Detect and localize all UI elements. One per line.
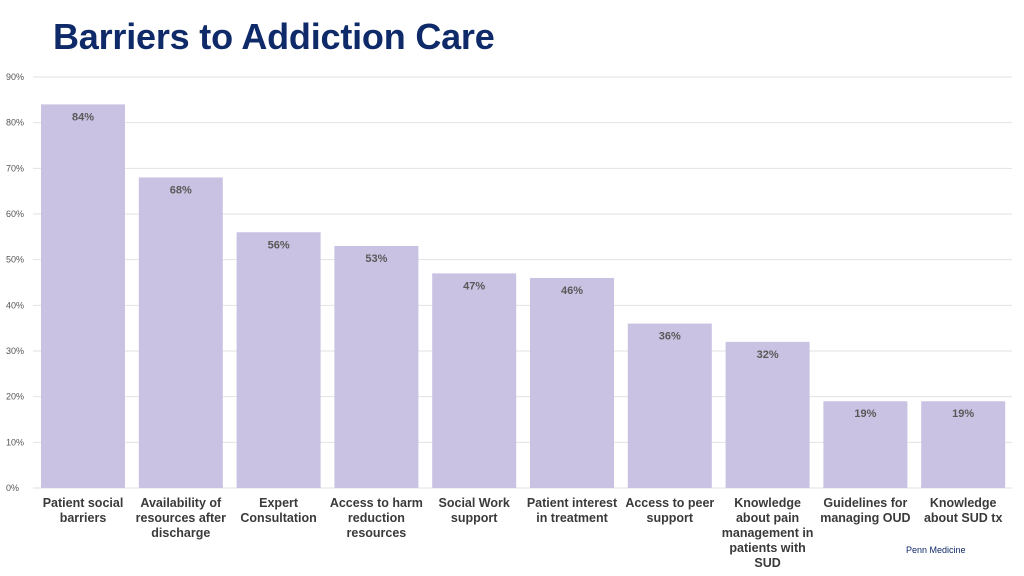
data-label: 36% — [659, 331, 681, 343]
data-label: 19% — [854, 408, 876, 420]
bar — [530, 277, 614, 488]
data-label: 32% — [757, 349, 779, 361]
x-tick-label: Availability of resources after discharg… — [135, 496, 226, 540]
source-label: Penn Medicine — [906, 545, 966, 555]
y-tick-label: 70% — [6, 163, 24, 173]
data-label: 56% — [268, 239, 290, 251]
y-tick-label: 0% — [6, 483, 19, 493]
y-tick-label: 40% — [6, 300, 24, 310]
bar — [627, 323, 712, 488]
x-tick-label: Patient interest in treatment — [526, 496, 618, 525]
x-tick-label: Access to harm reduction resources — [329, 496, 423, 540]
data-label: 68% — [170, 184, 192, 196]
data-label: 19% — [952, 408, 974, 420]
x-tick-label: Knowledge about SUD tx — [923, 496, 1003, 525]
bar — [823, 401, 908, 488]
bar — [725, 341, 810, 488]
bar — [921, 401, 1006, 488]
x-tick-label: Social Work support — [438, 496, 510, 525]
y-axis-ticks: 0% 10% 20% 30% 40% 50% 60% 70% 80% 90% — [6, 72, 24, 493]
bar — [432, 273, 517, 488]
y-tick-label: 60% — [6, 209, 24, 219]
x-tick-label: Guidelines for managing OUD — [820, 496, 911, 525]
data-label: 53% — [365, 253, 387, 265]
bar — [41, 104, 125, 489]
x-tick-label: Patient social barriers — [42, 496, 124, 525]
x-tick-label: Access to peer support — [625, 496, 715, 525]
x-tick-label: Expert Consultation — [240, 496, 317, 525]
bar — [138, 177, 223, 488]
bars — [41, 104, 1006, 489]
bar — [236, 232, 321, 488]
y-tick-label: 90% — [6, 72, 24, 82]
data-label: 47% — [463, 280, 485, 292]
data-label: 84% — [72, 111, 94, 123]
data-labels: 84% 68% 56% 53% 47% 46% 36% 32% 19% 19% — [72, 111, 974, 420]
y-tick-label: 80% — [6, 118, 24, 128]
x-tick-label: Knowledge about pain management in patie… — [721, 496, 814, 570]
y-tick-label: 20% — [6, 392, 24, 402]
y-tick-label: 50% — [6, 255, 24, 265]
y-tick-label: 30% — [6, 346, 24, 356]
page-title: Barriers to Addiction Care — [53, 16, 495, 57]
data-label: 46% — [561, 285, 583, 297]
y-tick-label: 10% — [6, 437, 24, 447]
bar — [334, 245, 419, 488]
